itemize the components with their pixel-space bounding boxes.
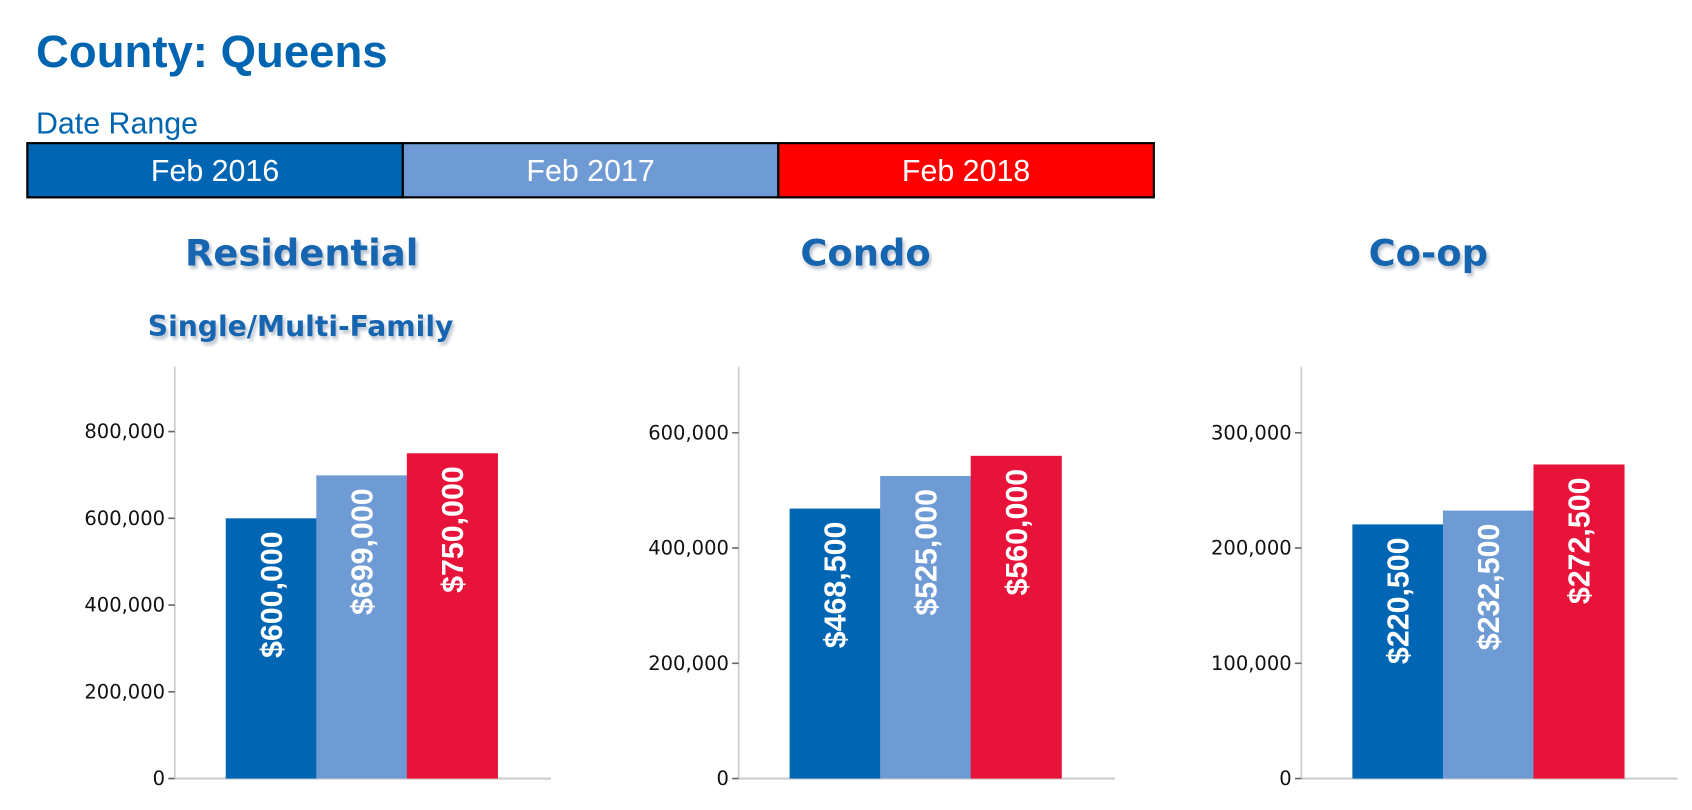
y-tick-label: 600,000 <box>84 507 165 530</box>
y-tick-label: 400,000 <box>84 594 165 617</box>
y-tick-label: 0 <box>716 767 728 790</box>
bar-feb-2016 <box>1352 524 1444 779</box>
chart-subtitle: Single/Multi-Family <box>148 310 454 343</box>
page-title: County: Queens <box>36 26 388 77</box>
bar-feb-2017 <box>1442 510 1535 779</box>
bar-data-label: $750,000 <box>437 466 470 593</box>
legend: Feb 2016 Feb 2017 Feb 2018 <box>26 142 1155 199</box>
bar-feb-2016 <box>225 518 317 779</box>
legend-swatch-feb-2016 <box>26 142 404 199</box>
y-tick-label: 100,000 <box>1211 652 1292 675</box>
y-tick-label: 200,000 <box>1211 537 1292 560</box>
chart-title: Condo <box>800 232 930 275</box>
y-tick-label: 800,000 <box>84 420 165 443</box>
bar-data-label: $220,500 <box>1383 537 1416 664</box>
bar-feb-2018 <box>406 453 498 779</box>
y-tick-label: 200,000 <box>84 680 165 703</box>
legend-label: Feb 2017 <box>526 155 654 188</box>
legend-label: Feb 2016 <box>151 155 279 188</box>
bar-data-label: $232,500 <box>1473 524 1506 651</box>
date-range-label: Date Range <box>36 107 198 140</box>
chart-title: Co-op <box>1369 232 1488 275</box>
bar-data-label: $600,000 <box>256 531 289 658</box>
y-tick-label: 300,000 <box>1211 421 1292 444</box>
chart-co-op: Co-op 0 100,000 200,000 300,000 $220,500 $232,… <box>1211 232 1678 790</box>
y-tick-label: 0 <box>1279 767 1291 790</box>
bar-feb-2018 <box>970 455 1062 779</box>
y-tick-label: 200,000 <box>648 652 729 675</box>
bar-data-label: $468,500 <box>820 522 853 649</box>
bar-data-label: $699,000 <box>346 488 379 615</box>
legend-swatch-feb-2018 <box>777 142 1155 199</box>
bar-feb-2017 <box>880 476 972 779</box>
chart-condo: Condo 0 200,000 400,000 600,000 $468,500 $525,… <box>648 232 1115 790</box>
y-tick-label: 600,000 <box>648 421 729 444</box>
y-tick-label: 400,000 <box>648 537 729 560</box>
bar-data-label: $272,500 <box>1564 477 1597 604</box>
bar-feb-2017 <box>316 475 408 779</box>
legend-swatch-feb-2017 <box>401 142 780 199</box>
charts: Residential Single/Multi-Family 0 200,000 40… <box>84 232 1678 790</box>
chart-residential: Residential Single/Multi-Family 0 200,000 40… <box>84 232 552 790</box>
bar-data-label: $525,000 <box>910 489 943 616</box>
bar-data-label: $560,000 <box>1001 469 1034 596</box>
chart-title: Residential <box>185 232 418 275</box>
bar-feb-2018 <box>1533 464 1625 779</box>
legend-label: Feb 2018 <box>902 155 1030 188</box>
y-tick-label: 0 <box>153 767 165 790</box>
bar-feb-2016 <box>789 508 881 779</box>
